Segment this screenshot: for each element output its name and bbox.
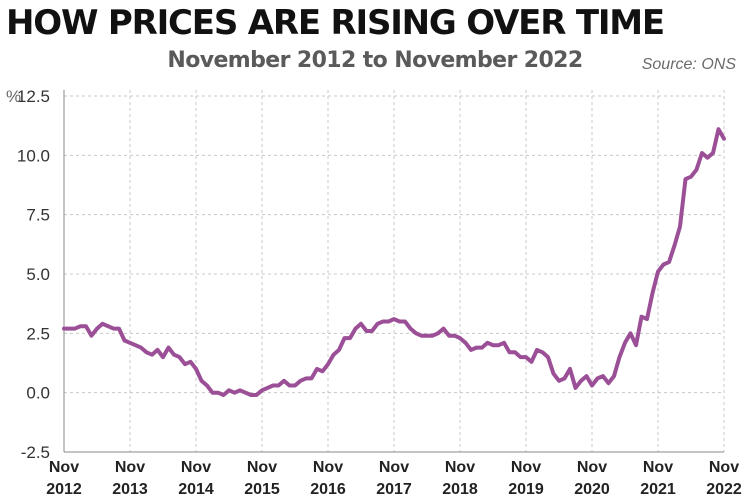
chart-subtitle: November 2012 to November 2022	[167, 48, 583, 73]
y-tick-label: 2.5	[26, 324, 50, 343]
series-line	[62, 127, 726, 397]
x-tick-label: Nov 2012	[46, 459, 82, 498]
x-tick-label: Nov 2013	[112, 459, 148, 498]
headline: HOW PRICES ARE RISING OVER TIME	[6, 3, 665, 43]
x-tick-label: Nov 2014	[178, 459, 214, 498]
x-tick-label: Nov 2016	[310, 459, 346, 498]
x-tick-label: Nov 2022	[706, 459, 742, 498]
y-tick-labels: -2.5 0.0 2.5 5.0 7.5 10.0 12.5	[17, 87, 50, 462]
y-tick-label: 5.0	[26, 265, 50, 284]
x-tick-label: Nov 2021	[640, 459, 676, 498]
x-tick-label: Nov 2019	[508, 459, 544, 498]
x-tick-label: Nov 2018	[442, 459, 478, 498]
y-tick-label: -2.5	[21, 443, 50, 462]
grid-lines	[63, 90, 725, 453]
x-tick-label: Nov 2017	[376, 459, 412, 498]
y-tick-label: 0.0	[26, 384, 50, 403]
axes	[63, 90, 724, 453]
y-unit-label: %	[6, 87, 21, 106]
y-tick-label: 7.5	[26, 206, 50, 225]
x-tick-label: Nov 2020	[574, 459, 610, 498]
y-tick-label: 12.5	[17, 87, 50, 106]
y-tick-label: 10.0	[17, 146, 50, 165]
series-group	[62, 127, 726, 397]
x-tick-label: Nov 2015	[244, 459, 280, 498]
x-tick-labels: Nov 2012 Nov 2013 Nov 2014 Nov 2015 Nov 2016 Nov 20…	[46, 459, 742, 498]
source-note: Source: ONS	[641, 56, 736, 73]
